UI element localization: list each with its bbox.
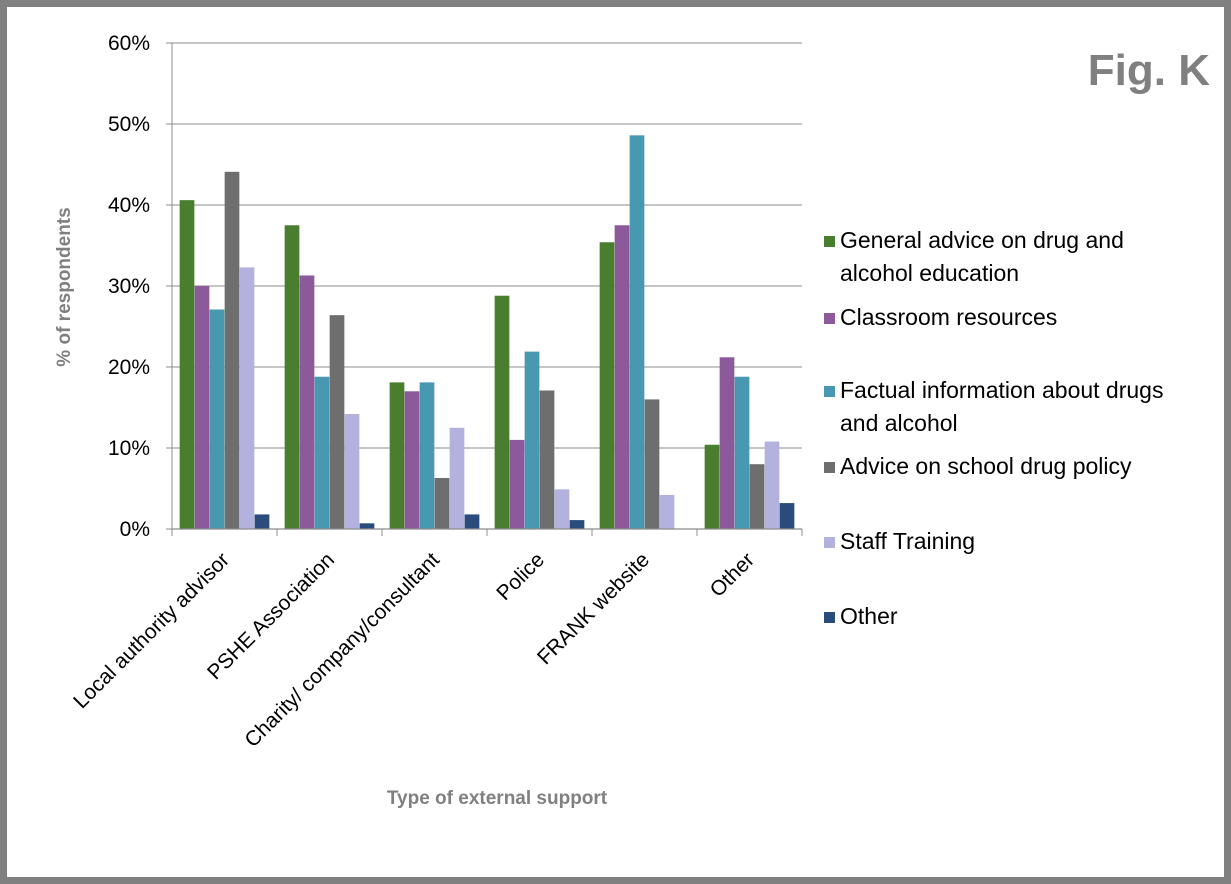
- bar: [389, 382, 405, 529]
- x-tick-label: Police: [492, 548, 549, 605]
- y-tick-label: 60%: [108, 32, 150, 55]
- legend-swatch: [824, 537, 835, 548]
- legend-swatch: [824, 313, 835, 324]
- y-tick-label: 0%: [120, 518, 150, 541]
- bar: [344, 413, 360, 529]
- x-tick-label: Other: [706, 548, 759, 601]
- bar: [524, 351, 540, 529]
- bar-series: [179, 135, 795, 530]
- bar: [194, 286, 210, 529]
- bar: [569, 520, 585, 529]
- x-axis-title: Type of external support: [387, 788, 608, 809]
- bar: [224, 171, 240, 530]
- bar: [764, 441, 780, 529]
- legend-label: Classroom resources: [840, 304, 1057, 330]
- y-tick-label: 10%: [108, 437, 150, 460]
- bar: [449, 427, 465, 529]
- legend-swatch: [824, 386, 835, 397]
- bar: [554, 489, 570, 529]
- bar: [314, 376, 330, 529]
- legend-label: and alcohol: [840, 410, 958, 436]
- bar: [779, 503, 795, 529]
- bar: [419, 382, 435, 529]
- bar: [629, 135, 645, 529]
- bar: [464, 514, 480, 529]
- legend: General advice on drug and alcohol educat…: [824, 227, 1163, 629]
- legend-swatch: [824, 236, 835, 247]
- bar: [494, 295, 510, 529]
- gridlines: [166, 42, 802, 530]
- bar: [644, 399, 660, 529]
- legend-label: Advice on school drug policy: [840, 453, 1132, 479]
- bar: [404, 391, 420, 529]
- bar: [599, 242, 615, 529]
- legend-label: alcohol education: [840, 260, 1019, 286]
- bar: [749, 464, 765, 529]
- legend-swatch: [824, 462, 835, 473]
- bar: [284, 225, 300, 529]
- bar: [209, 309, 225, 529]
- y-tick-label: 20%: [108, 356, 150, 379]
- bar: [704, 444, 720, 529]
- bar: [614, 225, 630, 529]
- bar: [299, 275, 315, 529]
- bar: [509, 439, 525, 529]
- y-tick-label: 40%: [108, 194, 150, 217]
- bar: [359, 523, 375, 529]
- bar: [659, 494, 675, 529]
- bar: [719, 357, 735, 529]
- figure-label: Fig. K: [1088, 46, 1210, 95]
- legend-label: Other: [840, 603, 898, 629]
- y-tick-label: 30%: [108, 275, 150, 298]
- bar: [239, 267, 255, 529]
- x-tick-label: Charity/ company/consultant: [240, 548, 444, 752]
- legend-label: General advice on drug and: [840, 227, 1124, 253]
- bar: [254, 514, 270, 529]
- bar: [179, 200, 195, 529]
- legend-swatch: [824, 612, 835, 623]
- bar: [434, 477, 450, 529]
- x-tick-label: FRANK website: [533, 548, 654, 669]
- y-axis-title: % of respondents: [54, 207, 75, 366]
- x-tick-label: Local authority advisor: [69, 548, 234, 713]
- bar: [734, 376, 750, 529]
- bar: [539, 390, 555, 529]
- legend-label: Factual information about drugs: [840, 377, 1163, 403]
- y-tick-label: 50%: [108, 113, 150, 136]
- legend-label: Staff Training: [840, 528, 975, 554]
- axes: [171, 43, 803, 536]
- y-tick-labels: 0% 10% 20% 30% 40% 50% 60%: [108, 32, 150, 541]
- bar: [329, 315, 345, 529]
